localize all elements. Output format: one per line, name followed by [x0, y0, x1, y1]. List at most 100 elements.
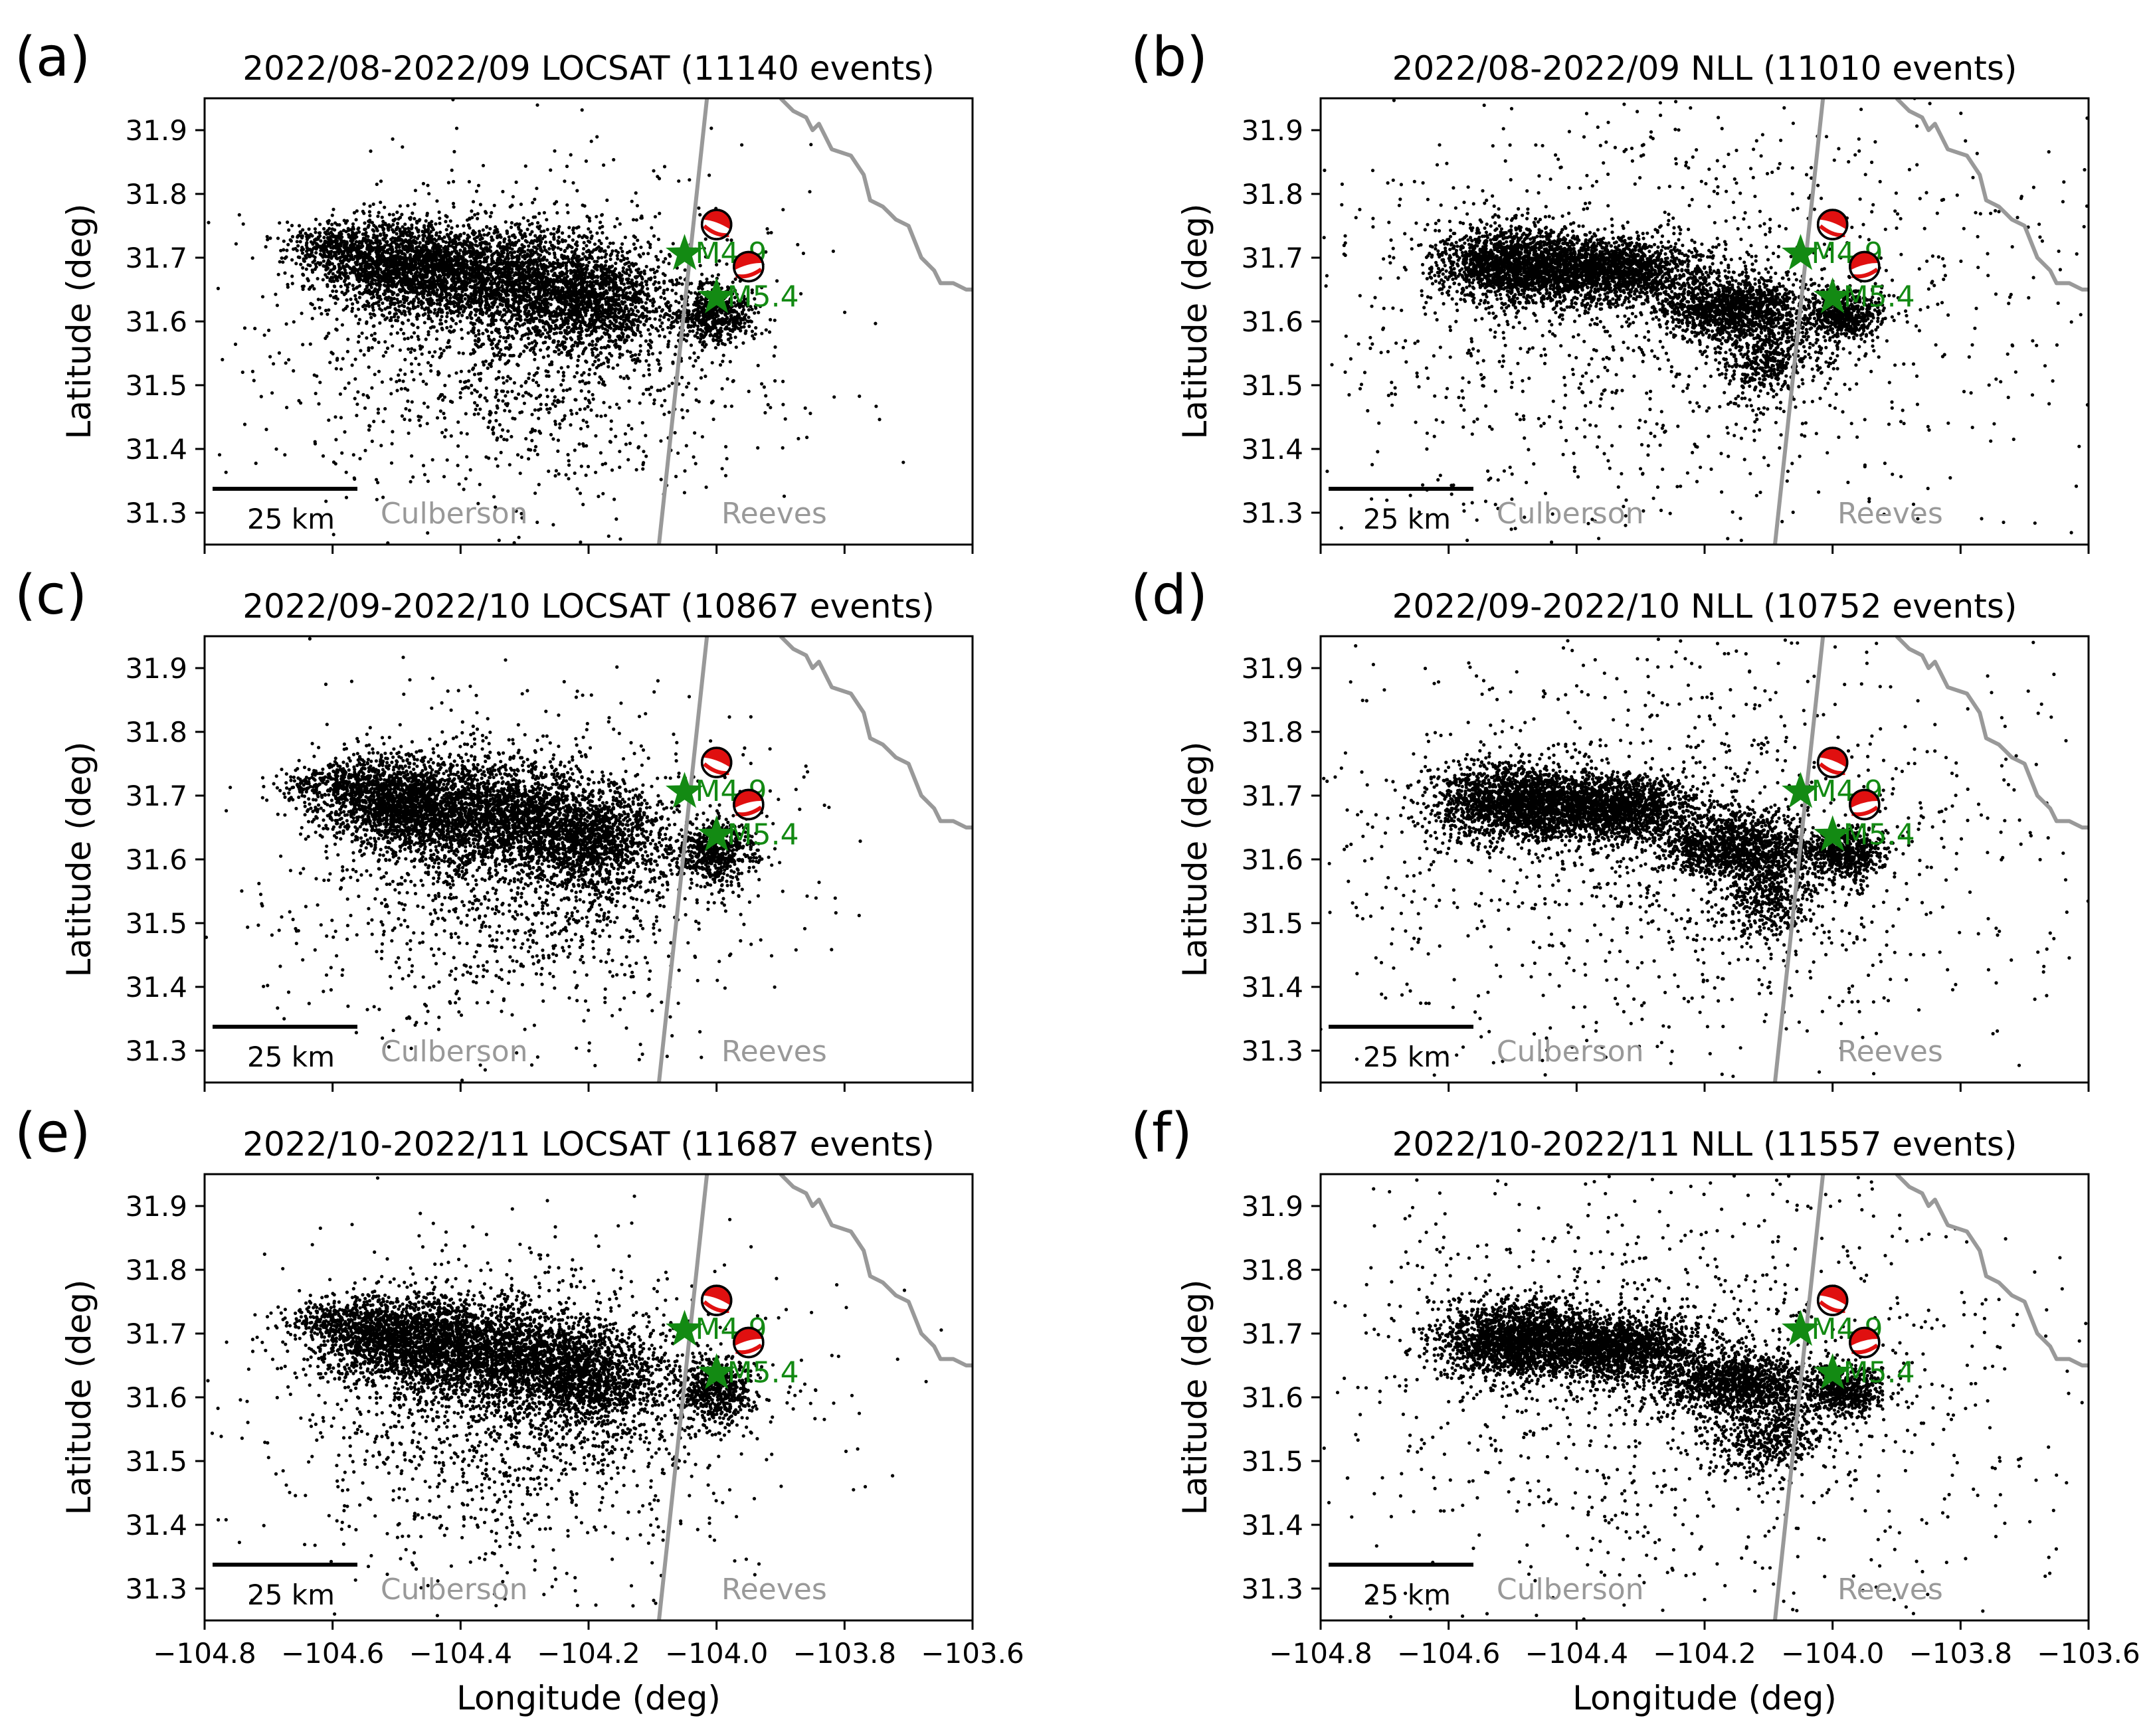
- event-dot: [502, 319, 506, 323]
- event-dot: [634, 294, 638, 298]
- event-dot: [324, 499, 328, 503]
- event-dot: [725, 238, 729, 242]
- event-dot: [383, 340, 387, 344]
- event-dot: [389, 315, 393, 319]
- event-dot: [629, 326, 634, 330]
- event-dot: [563, 307, 567, 311]
- event-dot: [552, 235, 556, 239]
- event-dot: [599, 310, 603, 315]
- event-dot: [809, 143, 813, 147]
- event-dot: [595, 366, 599, 370]
- event-dot: [585, 360, 589, 364]
- event-dot: [781, 208, 785, 212]
- event-dot: [410, 226, 414, 230]
- event-dot: [383, 222, 388, 226]
- event-dot: [601, 462, 605, 467]
- event-dot: [580, 373, 584, 377]
- event-dot: [295, 240, 299, 244]
- event-dot: [559, 247, 563, 252]
- event-dot: [262, 333, 266, 337]
- event-dot: [409, 350, 413, 354]
- event-dot: [462, 231, 466, 235]
- event-dot: [612, 329, 616, 333]
- event-dot: [416, 312, 420, 316]
- event-dot: [662, 165, 667, 169]
- event-dot: [595, 315, 599, 319]
- event-dot: [700, 302, 704, 305]
- event-dot: [399, 300, 403, 304]
- event-dot: [385, 316, 389, 320]
- event-dot: [425, 213, 429, 217]
- event-dot: [682, 491, 686, 495]
- event-dot: [553, 404, 557, 408]
- event-dot: [663, 335, 667, 339]
- event-dot: [693, 291, 698, 295]
- event-dot: [515, 453, 520, 457]
- event-dot: [557, 292, 561, 296]
- event-dot: [620, 250, 624, 254]
- event-dot: [305, 249, 309, 253]
- event-dot: [372, 229, 376, 233]
- event-dot: [601, 491, 605, 495]
- event-dot: [625, 268, 629, 272]
- event-dot: [318, 231, 322, 235]
- event-dot: [519, 455, 523, 460]
- event-dot: [565, 203, 569, 207]
- event-dot: [371, 278, 375, 282]
- event-dot: [475, 403, 480, 408]
- event-dot: [401, 321, 405, 325]
- event-dot: [571, 343, 575, 347]
- event-dot: [510, 434, 514, 439]
- event-dot: [622, 377, 626, 381]
- event-dot: [351, 306, 355, 311]
- event-dot: [416, 325, 420, 329]
- event-dot: [444, 240, 448, 244]
- event-dot: [612, 497, 616, 501]
- event-dot: [589, 139, 593, 143]
- event-dot: [505, 379, 509, 383]
- event-dot: [602, 400, 606, 404]
- event-dot: [435, 288, 440, 292]
- event-dot: [402, 331, 406, 335]
- event-dot: [563, 329, 567, 333]
- event-dot: [468, 468, 472, 472]
- event-dot: [406, 306, 410, 310]
- event-dot: [340, 252, 345, 256]
- event-dot: [632, 368, 636, 373]
- event-dot: [727, 319, 731, 323]
- event-dot: [475, 390, 479, 394]
- event-dot: [370, 386, 374, 390]
- event-dot: [632, 357, 636, 362]
- event-dot: [587, 260, 591, 264]
- event-dot: [252, 379, 256, 383]
- event-dot: [528, 302, 532, 305]
- event-dot: [317, 402, 321, 406]
- event-dot: [553, 474, 557, 478]
- event-dot: [668, 309, 672, 313]
- event-dot: [583, 322, 587, 327]
- event-dot: [639, 245, 643, 249]
- event-dot: [508, 319, 512, 323]
- event-dot: [587, 390, 591, 394]
- event-dot: [644, 359, 648, 363]
- event-dot: [753, 297, 757, 301]
- event-dot: [376, 407, 381, 411]
- event-dot: [310, 303, 314, 307]
- event-dot: [581, 379, 585, 383]
- event-dot: [580, 108, 584, 112]
- event-dot: [452, 304, 456, 308]
- event-dot: [831, 249, 835, 253]
- event-dot: [342, 280, 347, 284]
- event-dot: [474, 334, 478, 338]
- event-dot: [506, 252, 510, 256]
- event-dot: [566, 365, 570, 369]
- event-dot: [411, 211, 415, 215]
- event-dot: [544, 275, 548, 279]
- event-dot: [476, 372, 481, 376]
- event-dot: [467, 180, 472, 184]
- event-dot: [433, 307, 437, 311]
- event-dot: [285, 406, 289, 410]
- event-dot: [533, 357, 537, 361]
- event-dot: [344, 495, 349, 499]
- event-dot: [569, 336, 573, 340]
